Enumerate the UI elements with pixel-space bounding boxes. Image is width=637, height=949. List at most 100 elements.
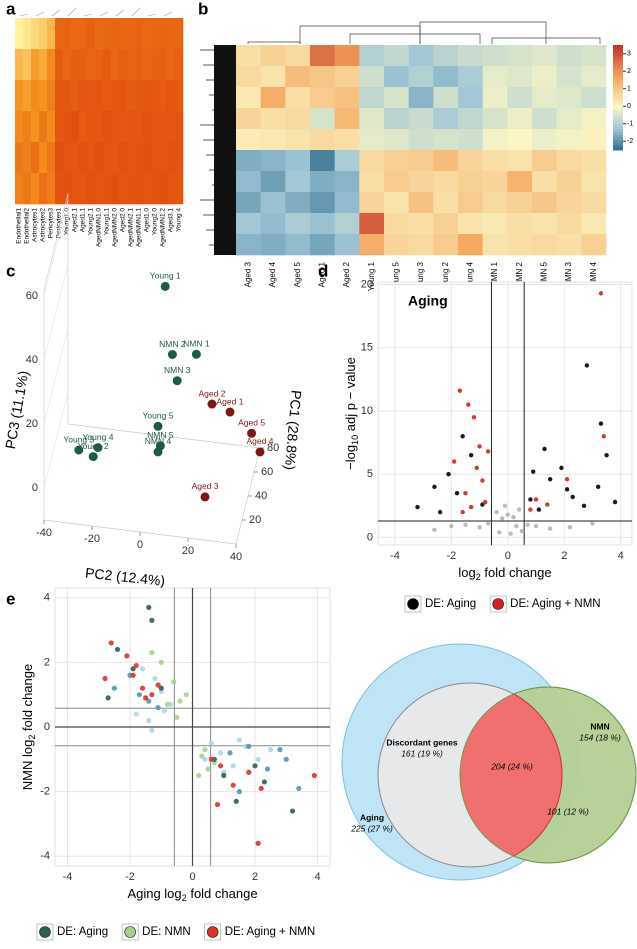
colorbar-step	[613, 142, 623, 146]
heatmap-cell	[408, 192, 434, 214]
heatmap-cell	[260, 192, 286, 214]
heatmap-cell	[119, 111, 128, 143]
heatmap-cell	[71, 142, 80, 174]
heatmap-cell	[55, 18, 64, 50]
data-point	[471, 415, 477, 420]
data-point	[258, 785, 264, 792]
colorbar-step	[613, 97, 623, 101]
heatmap-cell	[384, 108, 409, 130]
heatmap-cell	[359, 108, 385, 130]
data-point	[199, 753, 205, 759]
panel-label: d	[318, 261, 328, 280]
heatmap-cell	[159, 111, 168, 143]
data-point	[130, 672, 136, 678]
heatmap-cell	[167, 18, 176, 50]
panel-label: e	[6, 589, 15, 608]
heatmap-cell	[507, 171, 533, 193]
data-point	[261, 779, 267, 785]
heatmap-cell	[23, 111, 32, 143]
heatmap-cell	[159, 18, 168, 50]
data-point	[581, 503, 587, 509]
heatmap-cell	[175, 142, 184, 174]
heatmap-cell	[127, 173, 136, 205]
data-point	[177, 698, 183, 704]
dendrogram	[51, 9, 61, 17]
heatmap-cell	[119, 142, 128, 174]
heatmap-cell	[103, 111, 112, 143]
colorbar-step	[613, 118, 623, 122]
heatmap-cell	[236, 171, 261, 193]
heatmap-cell	[23, 18, 32, 50]
heatmap-cell	[87, 18, 96, 50]
column-label: Aged 1	[317, 261, 326, 287]
heatmap-cell	[23, 173, 32, 205]
heatmap-cell	[71, 173, 80, 205]
data-point	[497, 530, 502, 535]
colorbar-step	[613, 73, 623, 77]
data-point	[452, 459, 457, 464]
column-label: Endothelial1	[16, 208, 23, 244]
data-point	[598, 421, 604, 426]
column-dendrogram	[299, 25, 421, 44]
heatmap-cell	[556, 87, 582, 109]
heatmap-cell	[111, 111, 120, 143]
column-label: Pericytes1	[56, 208, 63, 239]
heatmap-cell	[127, 49, 136, 81]
panel-label: b	[198, 0, 208, 18]
data-point	[130, 666, 136, 672]
data-point	[102, 675, 108, 682]
column-label: Astrocytes2	[40, 208, 47, 242]
heatmap-cell	[55, 142, 64, 174]
axis-label-rest: fold change	[481, 565, 552, 580]
heatmap-cell	[79, 111, 88, 143]
data-point	[146, 717, 152, 724]
colorbar-step	[613, 139, 623, 143]
heatmap-cell	[236, 87, 261, 109]
dendrogram	[99, 11, 109, 17]
heatmap-cell	[119, 18, 128, 50]
heatmap-cell	[47, 111, 56, 143]
data-point	[432, 527, 437, 533]
heatmap-cell	[482, 234, 508, 256]
heatmap-cell	[285, 129, 311, 151]
colorbar-step	[613, 81, 623, 85]
heatmap-cell	[507, 234, 533, 256]
heatmap-cell	[143, 111, 152, 143]
column-label: Young1.0	[64, 208, 71, 236]
heatmap-cell	[31, 173, 40, 205]
data-point	[246, 769, 252, 775]
heatmap-cell	[103, 18, 112, 50]
data-point	[264, 766, 271, 772]
legend-swatch	[206, 926, 219, 938]
heatmap-cell	[39, 18, 48, 50]
x-tick-label: -2	[125, 871, 135, 883]
pca-point-label: NMN 1	[183, 339, 210, 349]
heatmap-cell	[55, 111, 64, 143]
column-label: AgedNMN2.1	[128, 208, 135, 247]
colorbar-step	[613, 63, 623, 67]
y-tick-label: 0	[44, 721, 50, 733]
y-tick-label: 2	[44, 656, 50, 668]
colorbar-step	[613, 68, 623, 72]
heatmap-cell	[135, 142, 144, 174]
data-point	[111, 685, 117, 691]
data-point	[105, 695, 111, 701]
column-label: Young2.1	[88, 208, 95, 236]
axis-label-sub: 2	[476, 572, 481, 582]
heatmap-cell	[79, 173, 88, 205]
heatmap-cell	[482, 66, 508, 88]
heatmap-cell	[119, 173, 128, 205]
dendrogram	[19, 13, 29, 17]
heatmap-cell	[151, 142, 160, 174]
data-point	[485, 449, 491, 454]
heatmap-cell	[433, 213, 459, 235]
colorbar-step	[613, 87, 623, 91]
heatmap-cell	[556, 66, 582, 88]
data-point	[446, 471, 451, 477]
heatmap-cell	[236, 150, 261, 172]
data-point	[218, 763, 224, 769]
data-point	[289, 808, 296, 814]
data-point	[227, 750, 233, 756]
column-label: Young 4	[176, 208, 183, 232]
